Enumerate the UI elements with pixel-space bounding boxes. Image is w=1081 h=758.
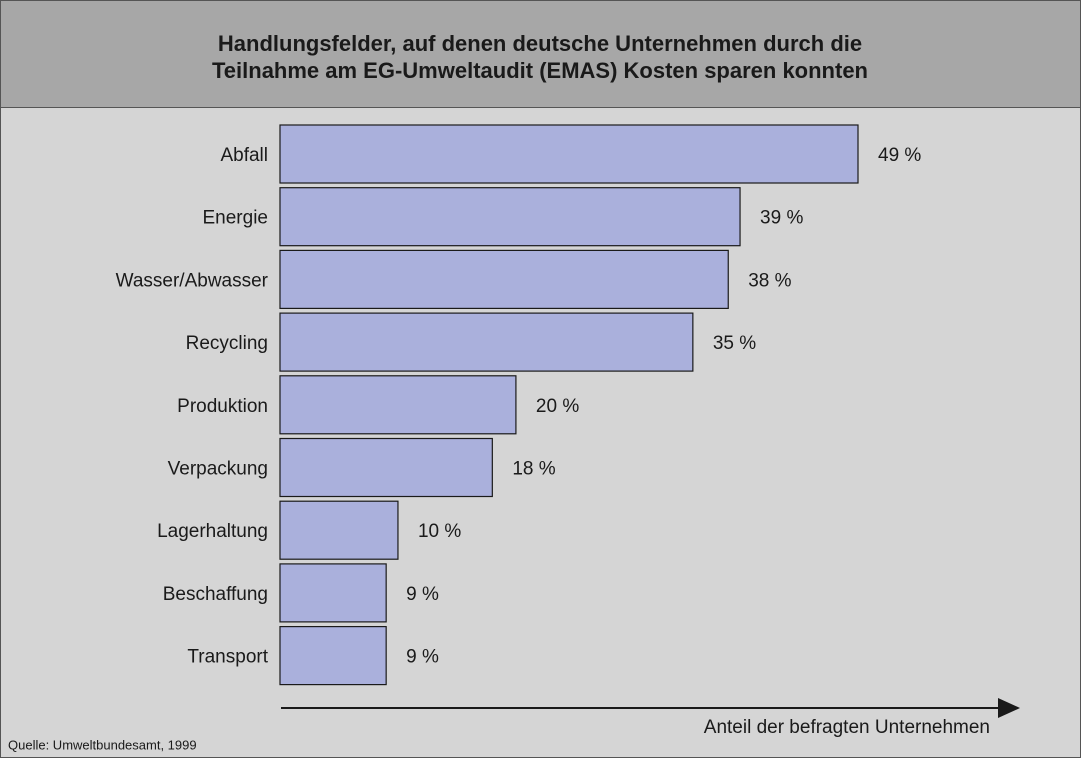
category-label: Wasser/Abwasser	[116, 270, 269, 291]
bar	[279, 124, 859, 184]
bar	[279, 625, 387, 686]
category-label: Transport	[187, 647, 268, 668]
category-label: Recycling	[186, 333, 268, 354]
value-label: 38 %	[748, 270, 791, 291]
value-label: 9 %	[406, 647, 439, 668]
chart-title: Teilnahme am EG-Umweltaudit (EMAS) Koste…	[212, 58, 868, 83]
category-label: Lagerhaltung	[157, 521, 268, 542]
bar	[279, 375, 517, 435]
bar	[279, 249, 729, 309]
bar	[279, 500, 399, 560]
category-label: Energie	[203, 208, 269, 229]
bar	[279, 437, 493, 498]
bar	[279, 312, 694, 372]
category-label: Abfall	[220, 145, 268, 166]
chart-title: Handlungsfelder, auf denen deutsche Unte…	[218, 31, 862, 56]
title-band	[0, 0, 1081, 108]
value-label: 10 %	[418, 521, 461, 542]
source: Quelle: Umweltbundesamt, 1999	[8, 737, 197, 752]
value-label: 39 %	[760, 208, 803, 229]
category-label: Beschaffung	[163, 584, 268, 605]
bar	[279, 187, 741, 247]
value-label: 20 %	[536, 396, 579, 417]
value-label: 9 %	[406, 584, 439, 605]
value-label: 18 %	[512, 459, 555, 480]
value-label: 35 %	[713, 333, 756, 354]
x-axis-label: Anteil der befragten Unternehmen	[704, 717, 990, 738]
bar	[279, 563, 387, 623]
category-label: Verpackung	[168, 459, 268, 480]
category-label: Produktion	[177, 396, 268, 417]
axis-arrowhead	[998, 698, 1020, 718]
value-label: 49 %	[878, 145, 921, 166]
